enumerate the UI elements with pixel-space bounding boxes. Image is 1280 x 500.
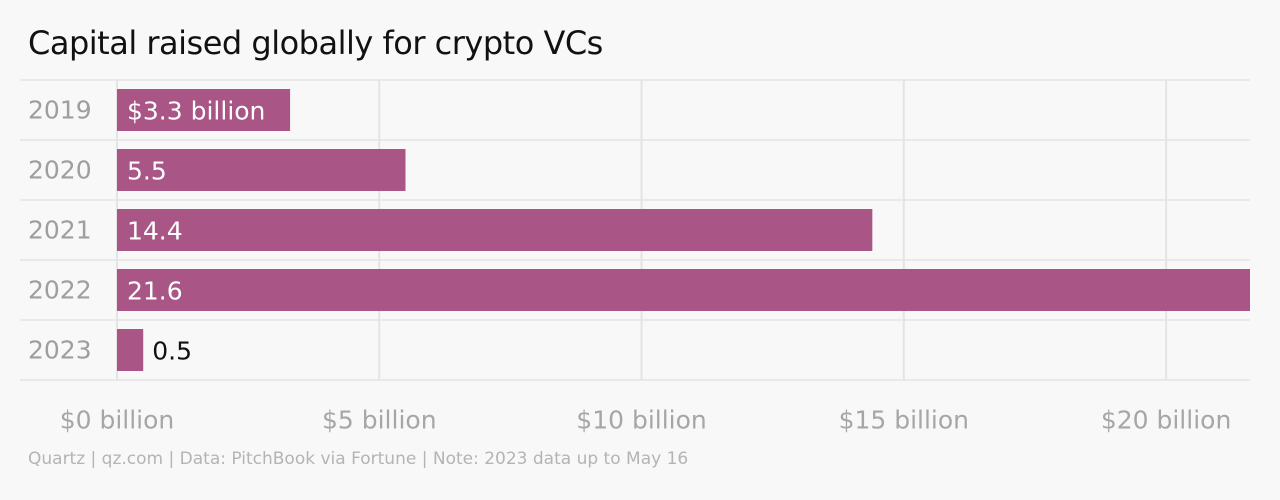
data-label: 5.5 xyxy=(127,157,167,186)
category-label: 2023 xyxy=(28,336,92,365)
category-label: 2022 xyxy=(28,276,92,305)
data-label: 14.4 xyxy=(127,217,183,246)
x-tick-label: $10 billion xyxy=(576,406,706,435)
data-label: 21.6 xyxy=(127,277,183,306)
bar xyxy=(117,269,1250,311)
bar xyxy=(117,149,406,191)
data-label: $3.3 billion xyxy=(127,97,265,126)
category-label: 2019 xyxy=(28,96,92,125)
x-tick-label: $0 billion xyxy=(60,406,175,435)
bar xyxy=(117,209,873,251)
category-label: 2021 xyxy=(28,216,92,245)
x-tick-label: $15 billion xyxy=(839,406,969,435)
bar xyxy=(117,89,291,131)
x-tick-label: $20 billion xyxy=(1101,406,1231,435)
x-tick-label: $5 billion xyxy=(322,406,437,435)
chart-title: Capital raised globally for crypto VCs xyxy=(28,24,603,62)
source-note: Quartz | qz.com | Data: PitchBook via Fo… xyxy=(28,449,689,469)
data-label: 0.5 xyxy=(152,337,192,366)
bar xyxy=(117,329,144,371)
category-label: 2020 xyxy=(28,156,92,185)
